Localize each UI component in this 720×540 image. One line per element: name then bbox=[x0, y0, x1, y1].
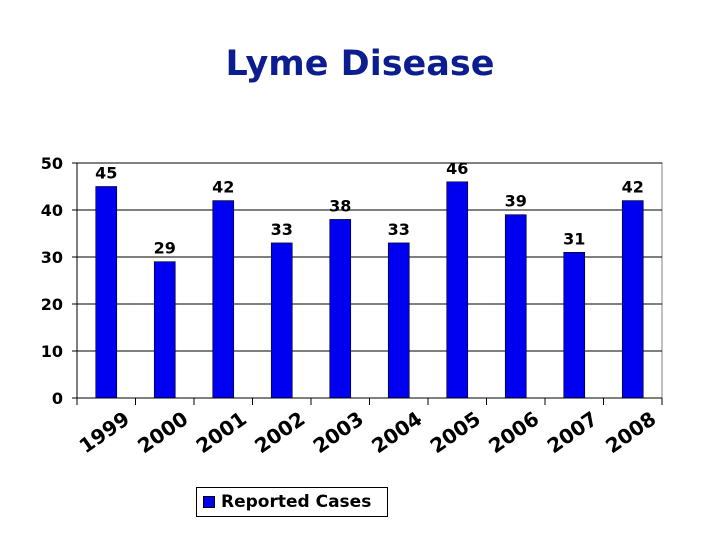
y-tick-label: 20 bbox=[41, 295, 63, 314]
legend-swatch bbox=[203, 496, 215, 508]
data-label: 31 bbox=[563, 229, 585, 248]
chart-title: Lyme Disease bbox=[225, 44, 495, 84]
x-tick-labels: 1999 2000 2001 2002 2003 2004 2005 2006 2007 2008 bbox=[75, 406, 661, 458]
x-tick-label: 2006 bbox=[484, 406, 543, 458]
data-label: 46 bbox=[446, 159, 468, 178]
bar bbox=[212, 200, 235, 399]
data-label: 45 bbox=[95, 164, 117, 183]
bar bbox=[446, 181, 469, 399]
x-tick-label: 1999 bbox=[75, 406, 134, 458]
data-labels: 45 29 42 33 38 33 46 39 31 42 bbox=[95, 159, 644, 258]
x-tick-label: 2004 bbox=[367, 406, 426, 458]
bar bbox=[329, 219, 352, 399]
y-tick-labels: 0 10 20 30 40 50 bbox=[41, 154, 63, 408]
bar bbox=[621, 200, 644, 399]
legend-label: Reported Cases bbox=[221, 492, 372, 512]
data-label: 29 bbox=[154, 239, 176, 258]
x-tick-label: 2000 bbox=[133, 406, 192, 458]
data-label: 33 bbox=[271, 220, 293, 239]
y-tick-label: 0 bbox=[52, 389, 63, 408]
bar bbox=[563, 252, 586, 399]
axes bbox=[72, 162, 663, 405]
bar bbox=[504, 214, 527, 399]
data-label: 39 bbox=[505, 192, 527, 211]
y-tick-label: 30 bbox=[41, 248, 63, 267]
bar bbox=[387, 242, 410, 399]
y-tick-label: 10 bbox=[41, 342, 63, 361]
x-tick-label: 2002 bbox=[250, 406, 309, 458]
data-label: 42 bbox=[622, 178, 644, 197]
y-tick-label: 50 bbox=[41, 154, 63, 173]
x-tick-label: 2001 bbox=[192, 406, 251, 458]
bar bbox=[153, 261, 176, 399]
data-label: 33 bbox=[388, 220, 410, 239]
x-tick-label: 2008 bbox=[601, 406, 660, 458]
x-tick-label: 2003 bbox=[309, 406, 368, 458]
data-label: 42 bbox=[212, 178, 234, 197]
legend: Reported Cases bbox=[196, 487, 388, 517]
data-label: 38 bbox=[329, 196, 351, 215]
x-tick-label: 2005 bbox=[426, 406, 485, 458]
y-tick-label: 40 bbox=[41, 201, 63, 220]
bar bbox=[270, 242, 293, 399]
bar bbox=[95, 186, 118, 399]
bars bbox=[95, 181, 644, 399]
x-tick-label: 2007 bbox=[543, 406, 602, 458]
